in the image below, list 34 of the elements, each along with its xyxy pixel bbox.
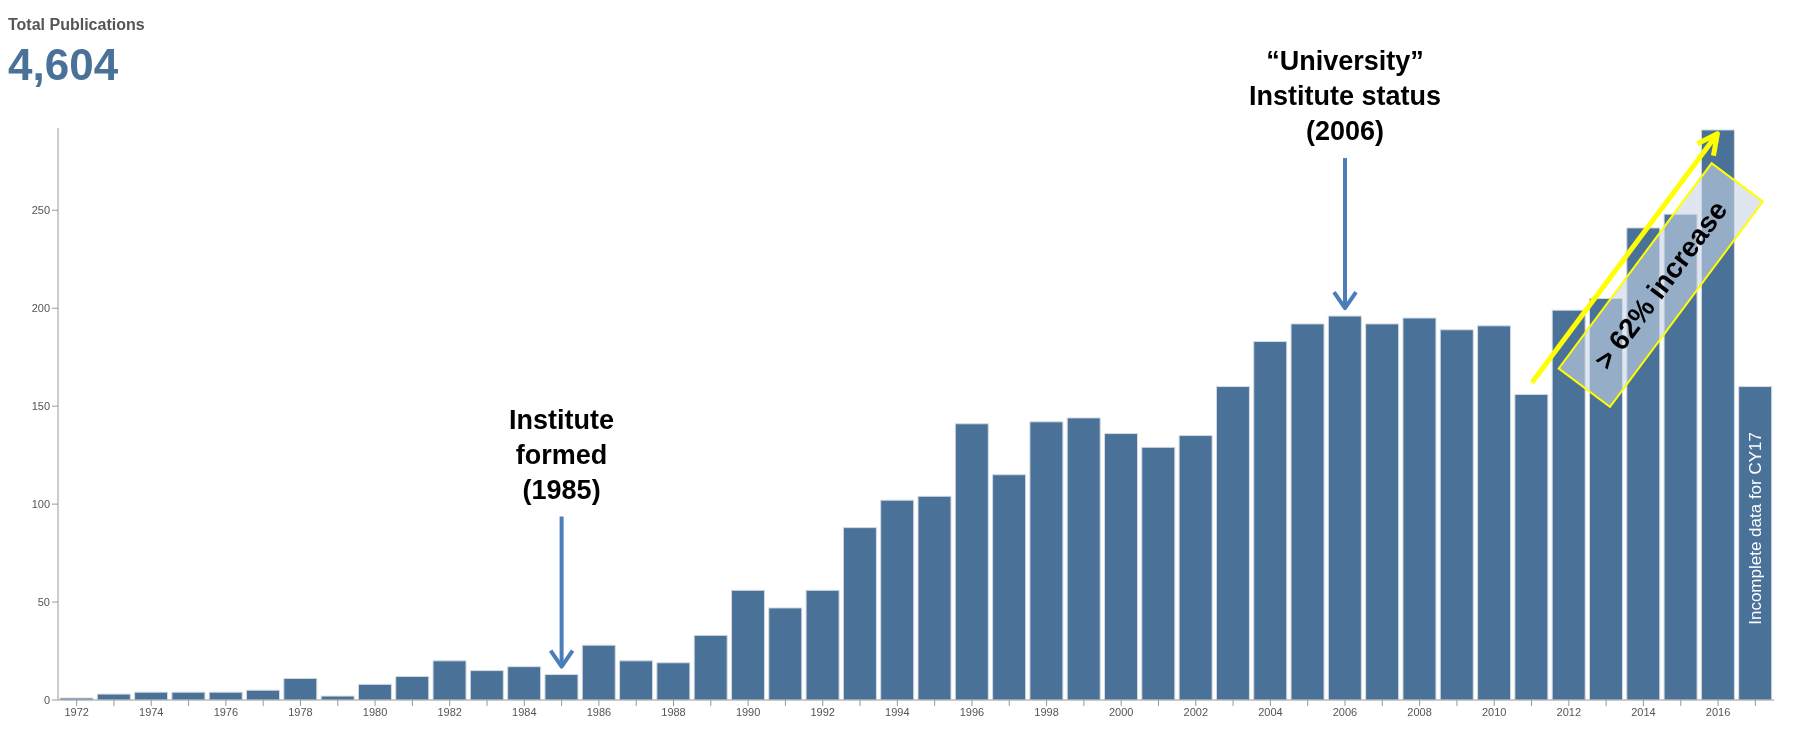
x-tick-label: 2014 <box>1631 705 1656 718</box>
x-tick-label: 1974 <box>139 705 164 718</box>
annotation: Institute formed (1985) <box>509 404 615 505</box>
y-tick-label: 250 <box>31 204 50 217</box>
x-tick-label: 2016 <box>1705 705 1731 718</box>
annotation: “University” Institute status (2006) <box>1248 46 1442 147</box>
x-tick-label: 1996 <box>959 705 985 718</box>
annotation: Incomplete data for CY17 <box>1745 432 1765 625</box>
y-tick-label: 0 <box>43 693 50 706</box>
x-tick-label: 1998 <box>1034 705 1059 718</box>
x-tick-label: 2012 <box>1556 705 1582 718</box>
x-tick-label: 2006 <box>1332 705 1358 718</box>
y-tick-label: 200 <box>31 302 50 315</box>
x-tick-label: 1994 <box>885 705 910 718</box>
x-tick-label: 1990 <box>735 705 761 718</box>
x-tick-label: 2002 <box>1183 705 1209 718</box>
x-tick-label: 2010 <box>1481 705 1507 718</box>
x-tick-label: 2008 <box>1407 705 1432 718</box>
x-tick-label: 1988 <box>661 705 686 718</box>
x-tick-label: 1980 <box>362 705 388 718</box>
x-tick-label: 1982 <box>437 705 462 718</box>
x-tick-label: 1984 <box>512 705 537 718</box>
x-tick-label: 1992 <box>810 705 835 718</box>
x-tick-label: 1976 <box>213 705 239 718</box>
chart-title: Total Publications <box>8 16 145 34</box>
chart-subtitle: 4,604 <box>8 40 119 90</box>
x-tick-label: 1986 <box>586 705 612 718</box>
x-tick-label: 2004 <box>1258 705 1283 718</box>
x-tick-label: 2000 <box>1108 705 1134 718</box>
y-tick-label: 50 <box>37 595 50 608</box>
x-tick-label: 1978 <box>288 705 313 718</box>
y-tick-label: 150 <box>31 400 50 413</box>
y-tick-label: 100 <box>31 498 50 511</box>
x-tick-label: 1972 <box>64 705 89 718</box>
